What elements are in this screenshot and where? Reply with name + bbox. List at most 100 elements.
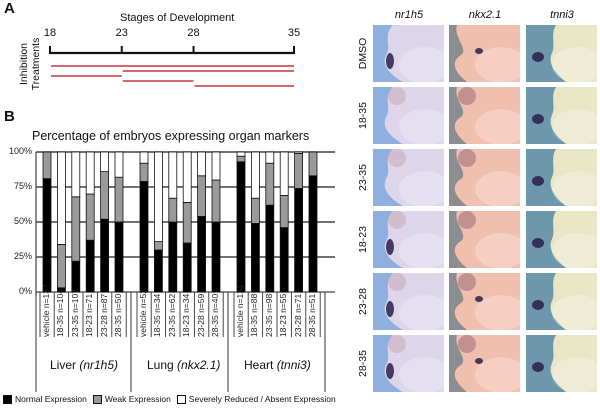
embryo-tissue [550,25,597,82]
bar-segment-severely-reduced-absent-expression [265,151,275,164]
bar-segment-severely-reduced-absent-expression [182,151,192,203]
eye-outline [458,211,476,229]
embryo-photo-content [532,335,597,392]
bar-segment-normal-expression [197,215,207,293]
bar-segment-normal-expression [114,221,124,293]
marker-stain [386,239,394,255]
timeline-tick-label: 23 [115,27,128,39]
timeline-tick-label: 18 [43,27,57,39]
embryo-tissue [550,211,597,268]
bar-segment-normal-expression [279,227,289,293]
x-tick-label: 18-23 n=55 [278,293,289,337]
x-tick-label: 18-35 n=34 [152,293,163,337]
bar-segment-normal-expression [71,260,81,293]
column-header: nr1h5 [394,9,424,21]
bar-segment-weak-expression [279,194,289,228]
embryo-photo-content [384,273,444,330]
x-tick-label: 23-35 n=62 [166,293,177,337]
x-tick-label: vehicle n=52 [138,289,148,337]
row-label: 18-23 [357,226,369,253]
embryo-photo [526,149,597,206]
bar-segment-weak-expression [182,201,192,244]
y-tick-label: 75% [13,181,32,191]
bar-segment-weak-expression [294,152,304,189]
x-tick-label: 18-23 n=34 [181,293,192,337]
bar-segment-normal-expression [294,187,304,293]
bar-segment-weak-expression [308,151,318,177]
bar-segment-weak-expression [71,196,81,262]
embryo-photo-content [454,87,520,144]
x-tick-label: 28-35 n=40 [210,293,220,337]
embryo-tissue [550,273,597,330]
bar-segment-weak-expression [85,193,95,241]
tissue-highlight [399,233,444,268]
eye-outline [458,149,476,167]
column-header: tnni3 [550,9,574,21]
timeline-title: Stages of Development [120,12,235,24]
x-tick-label: 23-35 n=98 [263,293,274,337]
eye-outline [388,149,406,167]
bar-segment-weak-expression [211,179,221,223]
group-label: Heart (tnni3) [244,358,311,372]
embryo-photo [373,87,444,144]
embryo-photo [526,25,597,82]
embryo-photo [373,273,444,330]
marker-stain [386,363,394,379]
timeline-tick-label: 35 [287,27,301,39]
x-tick-label: vehicle n=131 [235,284,245,337]
embryo-photo-content [454,149,520,206]
bar-segment-weak-expression [250,197,260,224]
marker-stain [532,362,544,372]
tissue-highlight [475,233,520,268]
bar-segment-severely-reduced-absent-expression [236,151,246,157]
tissue-highlight [399,171,444,206]
tissue-highlight [552,171,597,206]
embryo-photo [526,273,597,330]
marker-stain [532,238,544,248]
embryo-photo [526,211,597,268]
marker-stain [386,53,394,69]
embryo-tissue [384,25,444,82]
bar-segment-weak-expression [100,171,109,220]
embryo-photo [526,335,597,392]
group-label: Lung (nkx2.1) [147,358,220,372]
bar-segment-severely-reduced-absent-expression [153,151,163,242]
embryo-tissue [550,335,597,392]
bar-segment-severely-reduced-absent-expression [211,151,221,181]
marker-stain [386,301,394,317]
group-label-name: Heart [244,358,277,372]
marker-stain [475,48,483,54]
x-tick-label: 23-28 n=71 [292,293,303,337]
embryo-photo [526,87,597,144]
bar-segment-severely-reduced-absent-expression [57,151,66,245]
tissue-highlight [552,357,597,392]
legend-item-normal: Normal Expression [3,394,87,404]
embryo-photo-content [532,211,597,268]
bar-segment-normal-expression [250,222,260,293]
stacked-bar-chart [35,151,335,392]
bar-segment-normal-expression [153,249,163,293]
eye-outline [388,273,406,291]
bar-segment-severely-reduced-absent-expression [85,151,95,195]
row-label: 18-35 [357,102,369,129]
bar-segment-weak-expression [114,176,124,223]
legend-label-absent: Severely Reduced / Absent Expression [188,394,336,404]
eye-outline [458,335,476,353]
bar-segment-weak-expression [153,241,163,251]
panel-b-letter: B [4,108,15,125]
bar-segment-normal-expression [265,204,275,293]
embryo-photo [449,25,520,82]
tissue-highlight [475,47,520,82]
panel-a-letter: A [4,0,15,17]
embryo-photo-content [454,211,520,268]
tissue-highlight [552,295,597,330]
timeline-tick-label: 28 [187,27,200,39]
bar-segment-severely-reduced-absent-expression [71,151,81,198]
x-tick-label: 28-35 n=50 [113,293,123,337]
tissue-highlight [399,357,444,392]
bar-segment-normal-expression [42,178,52,293]
bar-segment-weak-expression [57,243,66,289]
embryo-photo-content [384,335,444,392]
eye-outline [388,211,406,229]
embryo-photo [449,87,520,144]
